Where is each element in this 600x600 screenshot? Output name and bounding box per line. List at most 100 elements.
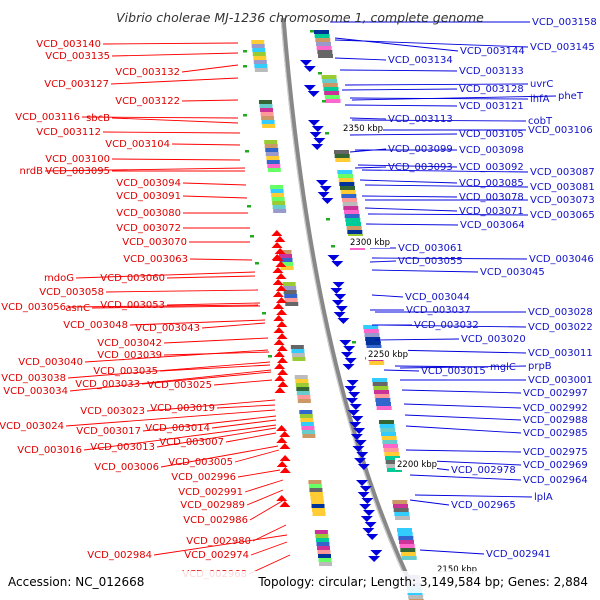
gene-label-forward: VCD_003132	[115, 67, 180, 78]
reverse-gene-arrow	[334, 294, 347, 300]
reverse-gene-arrow	[335, 306, 348, 312]
reverse-gene-arrow	[317, 192, 330, 198]
gene-label-forward: VCD_003116	[15, 112, 80, 123]
gene-block-left	[267, 164, 281, 168]
reverse-gene-arrow	[344, 386, 357, 392]
reverse-gene-arrow	[357, 464, 370, 470]
gene-block-left	[265, 148, 279, 152]
gene-label-forward: VCD_003127	[44, 79, 109, 90]
gene-block-right	[381, 436, 397, 440]
forward-gene-arrow	[279, 467, 291, 473]
gene-label-reverse: VCD_003001	[528, 375, 593, 386]
gene-label-reverse: ihfA	[530, 94, 550, 105]
gene-label-leader	[361, 195, 458, 198]
gene-label-forward: VCD_003094	[116, 178, 181, 189]
chromosome-backbone-highlight	[280, 17, 417, 600]
gene-label-leader	[405, 425, 522, 434]
gene-label-leader	[166, 302, 261, 306]
scale-label: 2250 kbp	[368, 350, 408, 360]
gene-label-reverse: VCD_002969	[523, 460, 588, 471]
reverse-gene-arrow	[360, 516, 373, 522]
gene-block-left	[260, 108, 274, 112]
gene-block-right	[337, 170, 353, 174]
gene-block-left	[252, 52, 266, 56]
gene-block-left	[280, 262, 294, 266]
gene-block-right	[322, 79, 338, 83]
gene-block-left	[253, 60, 267, 64]
gene-block-left	[295, 379, 309, 383]
gene-block-left	[312, 512, 326, 516]
gene-label-leader	[181, 64, 239, 73]
gene-label-leader	[69, 369, 272, 392]
forward-gene-arrow	[272, 291, 284, 297]
gene-label-forward: VCD_003063	[123, 254, 188, 265]
gene-label-leader	[105, 289, 259, 293]
gene-label-forward: VCD_003070	[122, 237, 187, 248]
gene-label-reverse: VCD_003128	[459, 84, 524, 95]
gene-block-left	[267, 168, 281, 172]
gene-label-leader	[91, 305, 261, 309]
gene-label-reverse: VCD_003158	[532, 17, 597, 28]
scale-label: 2300 kbp	[350, 238, 390, 248]
gene-label-forward: VCD_003006	[94, 462, 159, 473]
tick-mark	[255, 262, 259, 265]
gene-label-forward: VCD_003135	[45, 51, 110, 62]
gene-block-right	[323, 87, 339, 91]
gene-label-forward: VCD_002991	[178, 487, 243, 498]
gene-block-left	[310, 496, 324, 500]
gene-label-leader	[211, 419, 277, 429]
scale-label-bg	[348, 236, 390, 248]
gene-label-leader	[111, 52, 239, 57]
gene-block-right	[325, 99, 341, 103]
gene-label-forward: VCD_003140	[36, 39, 101, 50]
gene-block-right	[393, 508, 409, 512]
gene-block-right	[366, 345, 382, 349]
gene-block-left	[300, 418, 314, 422]
reverse-gene-arrow	[349, 404, 362, 410]
gene-label-reverse: VCD_002997	[523, 388, 588, 399]
gene-label-forward: VCD_003122	[115, 96, 180, 107]
gene-label-forward: VCD_003112	[36, 127, 101, 138]
gene-label-forward: VCD_003053	[100, 300, 165, 311]
gene-label-leader	[371, 257, 528, 260]
gene-label-reverse: cobT	[528, 116, 553, 127]
reverse-gene-arrow	[313, 138, 326, 144]
gene-block-left	[301, 426, 315, 430]
gene-label-leader	[349, 117, 387, 120]
gene-label-forward: VCD_002974	[184, 550, 249, 561]
gene-block-right	[321, 75, 337, 79]
gene-block-right	[380, 428, 396, 432]
forward-gene-arrow	[273, 327, 285, 333]
gene-block-right	[334, 154, 350, 158]
gene-block-left	[314, 530, 328, 534]
gene-label-leader	[334, 39, 529, 48]
reverse-gene-arrow	[353, 428, 366, 434]
gene-block-left	[317, 550, 331, 554]
gene-label-leader	[349, 148, 387, 153]
gene-label-forward: VCD_003017	[76, 426, 141, 437]
forward-gene-arrow	[279, 443, 291, 449]
gene-block-left	[312, 508, 326, 512]
gene-block-left	[272, 201, 286, 205]
gene-label-reverse: VCD_003106	[528, 125, 593, 136]
gene-label-leader	[250, 541, 288, 556]
gene-block-left	[315, 534, 329, 538]
gene-block-right	[317, 50, 333, 54]
gene-label-reverse: VCD_003011	[528, 348, 593, 359]
gene-label-reverse: VCD_003055	[398, 256, 463, 267]
gene-label-leader	[401, 389, 522, 394]
reverse-gene-arrow	[362, 528, 375, 534]
gene-label-reverse: VCD_002992	[523, 403, 588, 414]
forward-gene-arrow	[276, 309, 288, 315]
forward-gene-arrow	[275, 261, 287, 267]
map-title: Vibrio cholerae MJ-1236 chromosome 1, co…	[116, 10, 484, 25]
gene-block-right	[374, 394, 390, 398]
reverse-gene-arrow	[332, 282, 345, 288]
gene-block-left	[299, 410, 313, 414]
gene-label-forward: mdoG	[44, 273, 74, 284]
tick-mark	[318, 72, 322, 75]
gene-label-reverse: prpB	[528, 361, 552, 372]
gene-label-leader	[339, 69, 458, 72]
gene-block-left	[271, 193, 285, 197]
tick-mark	[250, 235, 254, 238]
